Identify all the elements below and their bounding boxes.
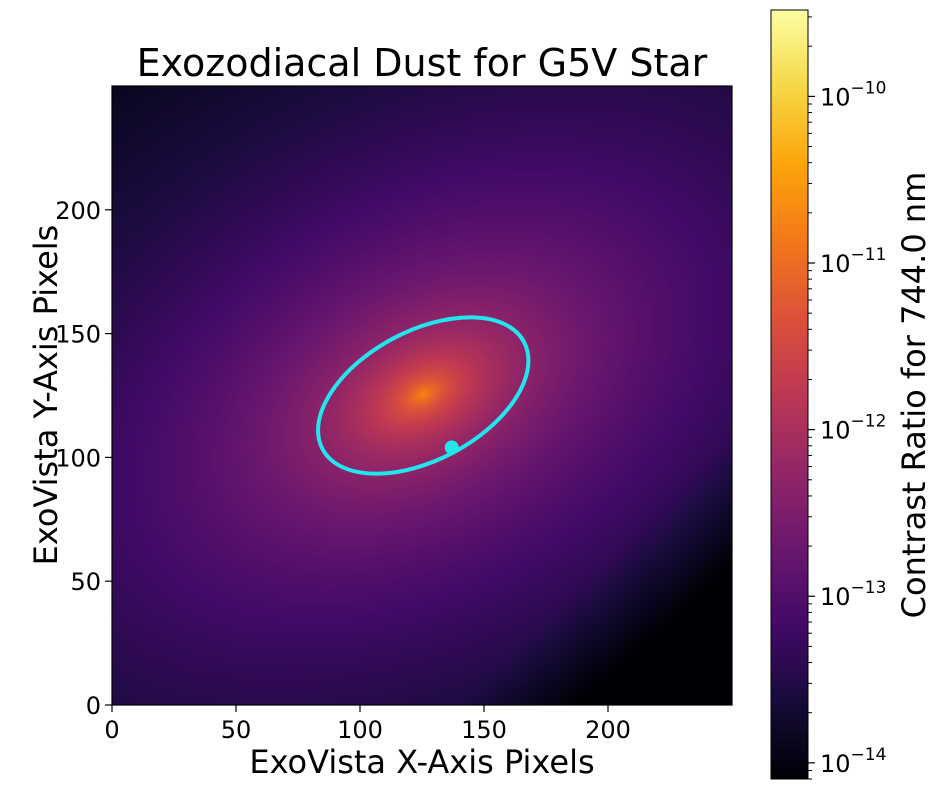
- colorbar: [770, 9, 809, 780]
- x-axis-label: ExoVista X-Axis Pixels: [249, 743, 594, 781]
- heatmap-image: [112, 86, 732, 705]
- colorbar-tick-label: 10−13: [820, 578, 886, 611]
- x-tick-label: 0: [104, 716, 119, 744]
- y-tick-label: 50: [70, 568, 101, 596]
- x-tick-label: 200: [585, 716, 631, 744]
- dust-heatmap: [112, 86, 732, 705]
- y-axis-label: ExoVista Y-Axis Pixels: [27, 225, 65, 566]
- y-tick-label: 150: [55, 321, 101, 349]
- orbit-overlay: [316, 315, 531, 476]
- plot-frame: [111, 85, 733, 706]
- x-tick-label: 100: [337, 716, 383, 744]
- y-tick-label: 100: [55, 444, 101, 472]
- colorbar-ticks: 10−10 10−11 10−12 10−13 10−14: [808, 16, 886, 780]
- x-axis-ticks: 0 50 100 150 200: [104, 705, 631, 744]
- y-tick-label: 0: [86, 692, 101, 720]
- colorbar-tick-label: 10−11: [820, 245, 886, 278]
- colorbar-tick-label: 10−14: [820, 745, 886, 778]
- colorbar-tick-label: 10−12: [820, 412, 886, 445]
- planet-marker: [444, 440, 459, 455]
- y-tick-label: 200: [55, 197, 101, 225]
- chart-title: Exozodiacal Dust for G5V Star: [137, 41, 708, 85]
- y-axis-ticks: 0 50 100 150 200: [55, 197, 112, 720]
- x-tick-label: 150: [461, 716, 507, 744]
- x-tick-label: 50: [221, 716, 252, 744]
- colorbar-tick-label: 10−10: [820, 78, 886, 111]
- colorbar-label: Contrast Ratio for 744.0 nm: [895, 172, 933, 619]
